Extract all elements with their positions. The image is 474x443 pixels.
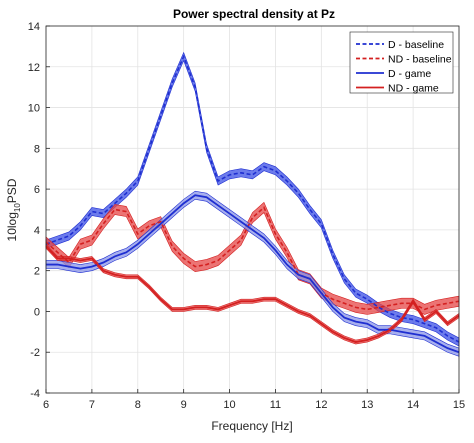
x-tick-label: 7 bbox=[89, 399, 95, 411]
series-line-d-baseline bbox=[45, 54, 460, 343]
x-tick-label: 15 bbox=[453, 399, 465, 411]
legend-label-nd-baseline: ND - baseline bbox=[388, 54, 452, 66]
y-axis-label: 10log10PSD bbox=[5, 178, 22, 241]
x-tick-label: 10 bbox=[223, 399, 235, 411]
x-axis-ticks: 6 7 8 9 10 11 12 13 14 15 bbox=[43, 389, 465, 411]
y-tick-label: 4 bbox=[34, 225, 40, 237]
y-tick-label: 14 bbox=[28, 21, 40, 33]
chart-title: Power spectral density at Pz bbox=[173, 7, 335, 21]
x-tick-label: 14 bbox=[407, 399, 419, 411]
y-tick-label: 2 bbox=[34, 266, 40, 278]
legend: D - baseline ND - baseline D - game ND - ga… bbox=[349, 31, 454, 95]
plot-area-frame bbox=[45, 25, 460, 394]
series-line-nd-baseline bbox=[45, 206, 460, 311]
x-axis-label: Frequency [Hz] bbox=[211, 419, 292, 433]
y-tick-label: -2 bbox=[30, 347, 40, 359]
legend-box bbox=[349, 31, 454, 94]
x-tick-label: 13 bbox=[361, 399, 373, 411]
y-tick-label: -4 bbox=[30, 388, 40, 400]
y-tick-label: 6 bbox=[34, 184, 40, 196]
x-tick-label: 12 bbox=[315, 399, 327, 411]
x-tick-label: 8 bbox=[135, 399, 141, 411]
legend-label-d-baseline: D - baseline bbox=[388, 39, 444, 51]
legend-label-nd-game: ND - game bbox=[388, 83, 439, 95]
x-tick-label: 9 bbox=[181, 399, 187, 411]
x-tick-label: 11 bbox=[270, 399, 281, 411]
y-tick-label: 10 bbox=[28, 103, 40, 115]
series-line-nd-game bbox=[45, 245, 460, 343]
y-tick-label: 8 bbox=[34, 143, 40, 155]
legend-label-d-game: D - game bbox=[388, 68, 431, 80]
y-tick-label: 0 bbox=[34, 306, 40, 318]
series-lines bbox=[45, 54, 460, 354]
y-tick-label: 12 bbox=[28, 62, 40, 74]
x-tick-label: 6 bbox=[43, 399, 49, 411]
y-axis-ticks: -4 -2 0 2 4 6 8 10 12 14 bbox=[28, 21, 50, 400]
